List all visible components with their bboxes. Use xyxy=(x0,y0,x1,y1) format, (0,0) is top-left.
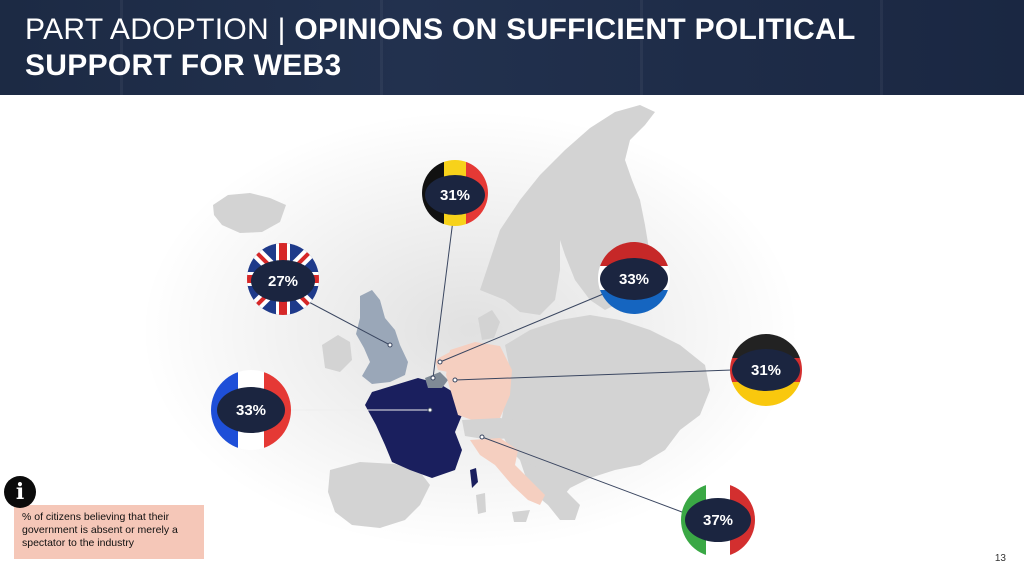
eastern-europe-shape xyxy=(500,315,710,500)
bubble-uk: 27% xyxy=(247,243,319,315)
denmark-shape xyxy=(478,310,500,340)
legend-box: % of citizens believing that their gover… xyxy=(14,505,204,559)
line-italy xyxy=(481,436,691,516)
value-uk: 27% xyxy=(268,273,298,290)
map-stage: 31% 27% 33% xyxy=(0,95,1024,578)
leader-lines xyxy=(290,219,733,516)
dot-germany xyxy=(452,377,458,383)
dot-netherlands xyxy=(437,359,443,365)
sicily-shape xyxy=(512,510,530,522)
germany-shape xyxy=(446,342,512,422)
line-belgium xyxy=(432,219,454,379)
uk-shape xyxy=(356,290,408,384)
value-france: 33% xyxy=(236,402,266,419)
ireland-shape xyxy=(322,335,352,372)
italy-shape xyxy=(470,438,545,505)
line-uk xyxy=(304,299,391,346)
value-germany: 31% xyxy=(751,362,781,379)
belgium-shape xyxy=(425,372,448,388)
title-main-line2: SUPPORT FOR WEB3 xyxy=(25,49,342,82)
line-germany xyxy=(454,369,733,381)
corsica-shape xyxy=(470,468,478,488)
iberia-shape xyxy=(328,462,430,528)
bubble-germany: 31% xyxy=(730,334,802,406)
dot-france xyxy=(427,407,433,413)
info-icon: i xyxy=(4,476,36,508)
sardinia-shape xyxy=(476,493,486,514)
header-bar: PART ADOPTION | OPINIONS ON SUFFICIENT P… xyxy=(0,0,1024,95)
dot-uk xyxy=(387,342,393,348)
page-number: 13 xyxy=(994,553,1006,564)
page-title: PART ADOPTION | OPINIONS ON SUFFICIENT P… xyxy=(25,12,856,84)
value-belgium: 31% xyxy=(440,187,470,204)
france-shape xyxy=(365,378,462,478)
bubble-france: 33% xyxy=(211,370,291,450)
value-netherlands: 33% xyxy=(619,271,649,288)
bubble-netherlands: 33% xyxy=(598,242,670,314)
dot-italy xyxy=(479,434,485,440)
line-netherlands xyxy=(439,291,609,363)
title-main-line1: OPINIONS ON SUFFICIENT POLITICAL xyxy=(294,13,856,46)
alpine-shape xyxy=(462,418,530,440)
title-prefix: PART ADOPTION | xyxy=(25,13,295,46)
bubble-italy: 37% xyxy=(681,483,755,557)
europe-map: 31% 27% 33% xyxy=(140,105,802,557)
legend-text: % of citizens believing that their gover… xyxy=(22,511,178,549)
dot-belgium xyxy=(430,375,436,381)
balkans-shape xyxy=(520,460,580,520)
bubble-belgium: 31% xyxy=(422,160,488,226)
value-italy: 37% xyxy=(703,512,733,529)
iceland-shape xyxy=(213,193,286,233)
